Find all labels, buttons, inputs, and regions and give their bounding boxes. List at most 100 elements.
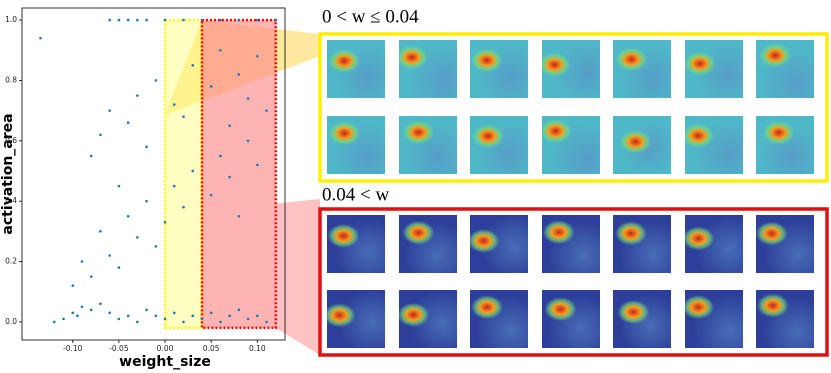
plot-frame xyxy=(21,7,286,341)
y-tick-label: 0.6 xyxy=(5,136,17,145)
point xyxy=(219,154,222,158)
point xyxy=(256,163,259,167)
point xyxy=(172,103,176,106)
point xyxy=(182,205,185,209)
heatmap-image xyxy=(756,40,814,98)
point xyxy=(154,79,158,82)
point xyxy=(80,260,84,263)
point xyxy=(237,73,241,76)
heatmap-image xyxy=(398,116,457,174)
point xyxy=(89,154,93,158)
heatmap-image xyxy=(470,116,528,174)
heatmap-image xyxy=(541,290,600,348)
point xyxy=(228,124,231,128)
point xyxy=(108,18,111,22)
point xyxy=(209,85,213,88)
point xyxy=(136,320,139,324)
heatmap-image xyxy=(541,116,600,174)
point xyxy=(246,139,250,143)
point xyxy=(52,320,56,324)
point xyxy=(237,18,241,22)
point xyxy=(136,236,139,239)
heatmap-image xyxy=(398,215,457,273)
point xyxy=(256,18,259,22)
point xyxy=(219,48,222,52)
point xyxy=(265,109,268,112)
panel-frame xyxy=(318,207,829,357)
heatmap-image xyxy=(541,40,600,98)
heatmap-image xyxy=(756,116,814,174)
point xyxy=(209,311,213,315)
point xyxy=(99,230,102,233)
point xyxy=(172,184,176,188)
heatmap-image xyxy=(684,290,743,348)
point xyxy=(182,320,185,324)
point xyxy=(126,314,130,318)
point xyxy=(71,284,75,287)
panel-frame xyxy=(318,32,829,183)
point xyxy=(200,317,204,321)
point xyxy=(154,245,158,248)
point xyxy=(228,314,231,318)
point xyxy=(256,314,259,318)
region xyxy=(163,18,204,330)
point xyxy=(237,308,241,312)
y-tick-label: 0.0 xyxy=(5,317,17,326)
heatmap-image xyxy=(327,116,385,174)
y-tick-label: 0.2 xyxy=(5,257,17,266)
heatmap-image xyxy=(541,215,600,273)
point xyxy=(108,109,111,112)
point xyxy=(62,317,65,321)
heatmap-image xyxy=(327,215,385,273)
point xyxy=(99,302,102,306)
point xyxy=(126,121,130,124)
point xyxy=(71,311,75,315)
point xyxy=(117,184,121,188)
region-label: 0.04 < w xyxy=(322,184,389,205)
point xyxy=(145,18,148,22)
x-tick-label: -0.05 xyxy=(109,344,129,353)
region xyxy=(200,18,278,330)
point xyxy=(163,317,167,321)
heatmap-image xyxy=(398,290,457,348)
heatmap-image xyxy=(613,290,671,348)
point xyxy=(182,18,185,22)
heatmap-image xyxy=(756,215,814,273)
y-tick-label: 0.8 xyxy=(5,75,17,84)
point xyxy=(145,308,148,312)
point xyxy=(172,311,176,315)
connector xyxy=(275,199,320,355)
point xyxy=(246,97,250,100)
point xyxy=(89,308,93,312)
heatmap-image xyxy=(684,116,743,174)
point xyxy=(191,314,195,318)
point xyxy=(80,305,84,309)
y-axis-label: activation_area xyxy=(0,113,16,234)
point xyxy=(99,133,102,137)
heatmap-image xyxy=(613,40,671,98)
point xyxy=(126,18,130,22)
y-tick-label: 1.0 xyxy=(5,15,17,24)
point xyxy=(89,275,93,278)
point xyxy=(246,317,250,321)
point xyxy=(145,199,148,203)
point xyxy=(265,320,268,324)
heatmap-image xyxy=(327,40,385,98)
point xyxy=(117,266,121,269)
point xyxy=(136,94,139,97)
point xyxy=(154,314,158,318)
point xyxy=(117,18,121,22)
point xyxy=(182,115,185,118)
heatmap-image xyxy=(613,116,671,174)
point xyxy=(163,18,167,22)
point xyxy=(200,18,204,22)
heatmap-image xyxy=(470,215,528,273)
point xyxy=(237,214,241,218)
point xyxy=(209,193,213,197)
point xyxy=(145,145,148,149)
point xyxy=(219,320,222,324)
point xyxy=(108,311,111,315)
point xyxy=(39,36,42,40)
